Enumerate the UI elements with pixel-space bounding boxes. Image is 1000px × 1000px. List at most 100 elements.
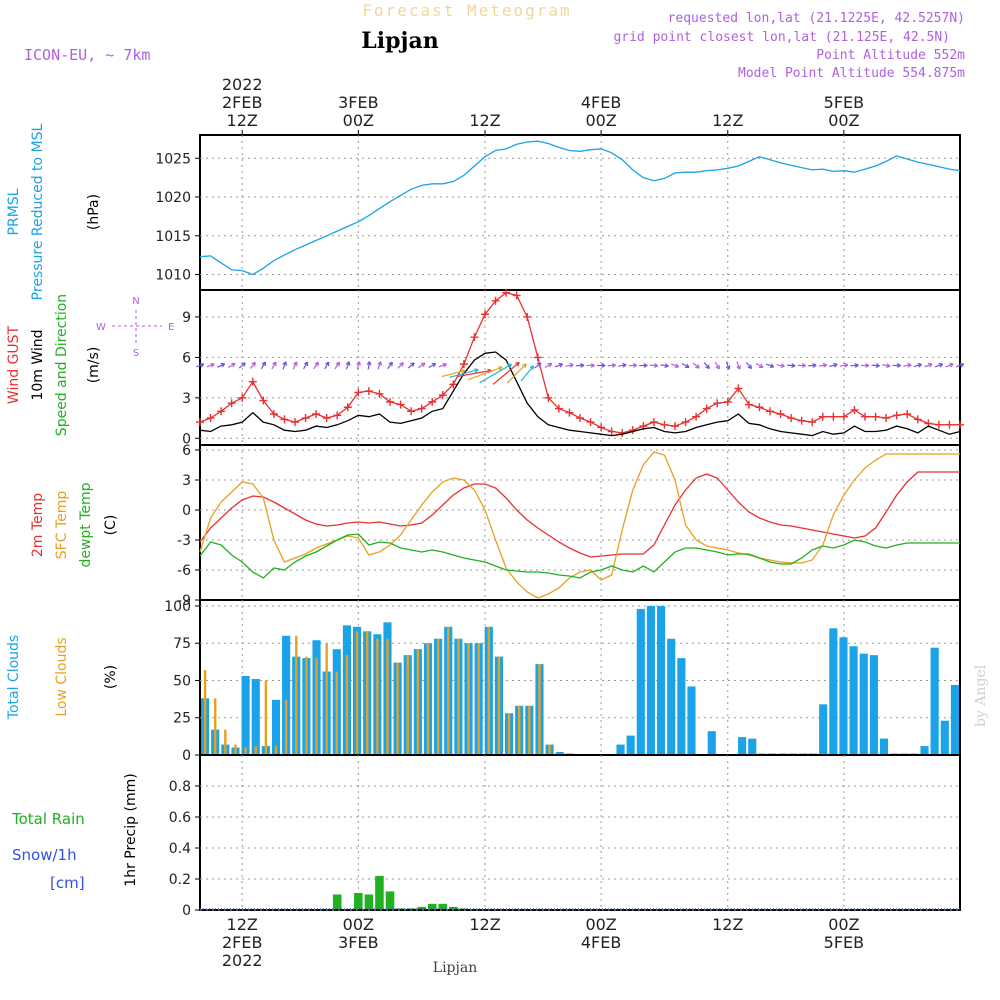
wind-arrow	[356, 361, 360, 370]
y-tick-label: -3	[177, 533, 191, 549]
low-cloud-bar	[497, 656, 501, 754]
panel-label: (m/s)	[86, 347, 102, 384]
panel-precip: 0 0.2 0.4 0.6 0.8 Total Rain Snow/1h [cm] 1hr Pr…	[11, 754, 961, 919]
panel-label: Speed and Direction	[54, 294, 70, 436]
panel-label: Wind GUST	[6, 325, 22, 404]
gust-marker	[312, 410, 321, 418]
wind-arrow	[681, 362, 690, 368]
wind-arrow-head	[843, 362, 849, 368]
gust-marker	[755, 403, 764, 412]
rain-bar	[385, 891, 395, 909]
series-line-0	[199, 291, 960, 434]
rain-bar	[354, 892, 363, 909]
bottom-tick-label: 12Z	[469, 915, 500, 934]
top-tick-label: 5FEB	[824, 93, 864, 112]
gust-marker	[544, 393, 553, 402]
wind-arrow-head	[747, 364, 753, 370]
wind-arrow-head	[653, 363, 659, 368]
total-cloud-bar	[616, 744, 625, 754]
wind-arrow	[479, 363, 512, 384]
low-cloud-bar	[436, 638, 440, 754]
total-cloud-bar	[869, 655, 878, 754]
top-tick-label: 12Z	[227, 111, 258, 130]
wind-arrow-head	[601, 363, 606, 368]
gust-marker	[861, 412, 869, 421]
wind-arrow-head	[293, 361, 298, 366]
top-tick-label: 00Z	[585, 111, 616, 130]
location-title: Lipjan	[361, 28, 438, 54]
gust-marker	[259, 396, 268, 405]
wind-arrow-head	[442, 362, 447, 368]
wind-arrow-head	[460, 368, 466, 374]
wind-arrow-head	[725, 365, 731, 370]
gust-marker	[491, 296, 500, 305]
y-tick-label: -6	[177, 563, 191, 579]
wind-arrow	[787, 364, 796, 367]
rain-bar	[332, 894, 342, 909]
wind-arrow-head	[241, 362, 246, 367]
wind-arrow	[818, 364, 827, 367]
y-tick-label: 6	[182, 443, 191, 459]
gust-marker	[343, 403, 352, 412]
gust-marker	[892, 411, 901, 420]
gust-marker	[291, 418, 299, 427]
series-line-1	[199, 351, 961, 437]
total-cloud-bar	[839, 637, 848, 754]
wind-arrow	[776, 364, 785, 367]
gust-marker	[333, 411, 342, 420]
wind-arrow	[808, 364, 817, 367]
y-tick-label: 75	[173, 636, 191, 652]
wind-arrow-head	[498, 366, 503, 371]
gust-marker	[692, 412, 701, 421]
wind-arrow	[492, 362, 520, 385]
low-cloud-bar	[376, 638, 379, 754]
model-label: ICON-EU, ~ 7km	[24, 46, 150, 64]
series-line-2	[199, 533, 960, 579]
wind-arrow-head	[474, 368, 479, 373]
gust-marker	[734, 384, 743, 393]
wind-arrow	[334, 361, 341, 370]
low-cloud-bar	[507, 713, 511, 754]
total-cloud-bar	[636, 608, 645, 754]
y-tick-label: 3	[182, 391, 191, 407]
wind-arrow-head	[324, 361, 330, 367]
wind-arrow	[565, 364, 574, 367]
gust-marker	[481, 310, 489, 319]
wind-arrow	[249, 362, 256, 369]
low-cloud-bar	[234, 744, 237, 754]
wind-arrow	[397, 362, 404, 369]
top-tick-label: 2FEB	[222, 93, 262, 112]
panel-label: 10m Wind	[30, 329, 46, 400]
rain-bar	[438, 903, 448, 909]
wind-arrow-head	[220, 362, 226, 368]
gust-marker	[808, 418, 817, 427]
wind-arrow-head	[522, 363, 527, 368]
wind-arrow-head	[261, 361, 266, 367]
low-cloud-bar	[264, 680, 268, 754]
y-tick-label: 0.6	[169, 810, 191, 826]
wind-arrow	[428, 362, 436, 368]
top-tick-label: 12Z	[469, 111, 500, 130]
y-tick-label: 0.8	[169, 779, 191, 795]
wind-arrow-head	[345, 361, 351, 366]
watermark: by Angel	[973, 664, 989, 727]
wind-arrow	[839, 364, 848, 367]
gust-marker	[364, 387, 373, 396]
info-line-1: requested lon,lat (21.1225E, 42.5257N)	[668, 11, 965, 26]
wind-arrow-head	[833, 362, 838, 368]
wind-arrow	[660, 364, 669, 367]
total-cloud-bar	[819, 704, 828, 754]
wind-arrow-head	[431, 362, 437, 368]
wind-arrow	[217, 363, 225, 368]
bottom-tick-label: 2022	[222, 951, 263, 970]
wind-arrow-head	[388, 361, 393, 367]
rain-bar	[375, 875, 384, 909]
top-tick-label: 2022	[222, 75, 263, 94]
rain-bar	[427, 903, 437, 909]
wind-arrow-head	[410, 362, 415, 367]
gust-marker	[227, 399, 236, 408]
low-cloud-bar	[305, 656, 308, 754]
gust-marker	[744, 400, 753, 409]
wind-arrow-head	[569, 362, 574, 368]
